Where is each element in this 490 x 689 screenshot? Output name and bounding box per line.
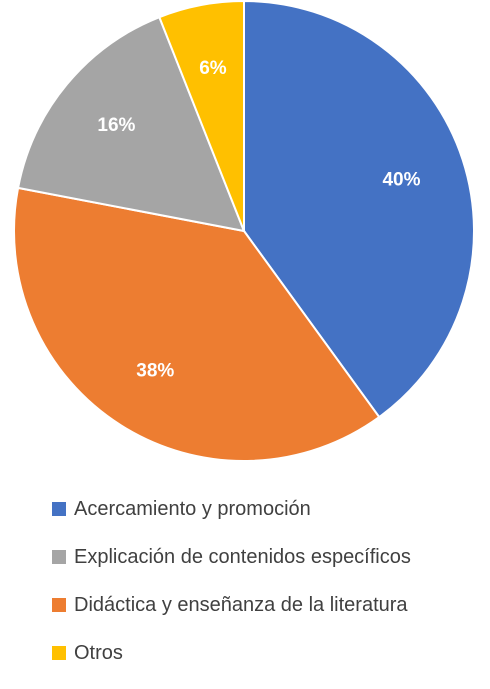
pie-slice: [243, 0, 475, 419]
legend-item: Explicación de contenidos específicos: [52, 545, 482, 569]
legend-label: Acercamiento y promoción: [74, 497, 311, 520]
legend-item: Otros: [52, 641, 482, 665]
legend-swatch: [52, 646, 66, 660]
legend-label: Explicación de contenidos específicos: [74, 545, 411, 568]
slice-value-label: 16%: [97, 115, 135, 136]
slice-value-label: 38%: [136, 360, 174, 381]
chart-legend: Acercamiento y promoción Explicación de …: [52, 497, 482, 689]
legend-swatch: [52, 502, 66, 516]
legend-label: Didáctica y enseñanza de la literatura: [74, 593, 408, 616]
pie-slice: [16, 15, 246, 233]
legend-item: Didáctica y enseñanza de la literatura: [52, 593, 482, 617]
legend-label: Otros: [74, 641, 123, 664]
legend-swatch: [52, 550, 66, 564]
pie-plot-area: 40% 38% 16% 6%: [13, 0, 475, 462]
legend-swatch: [52, 598, 66, 612]
pie-slice: [158, 0, 245, 232]
slice-value-label: 40%: [382, 169, 420, 190]
pie-chart: 40% 38% 16% 6% Acercamiento y promoción Exp…: [13, 0, 475, 664]
legend-item: Acercamiento y promoción: [52, 497, 482, 521]
slice-value-label: 6%: [199, 58, 227, 79]
pie-slice: [13, 186, 381, 462]
